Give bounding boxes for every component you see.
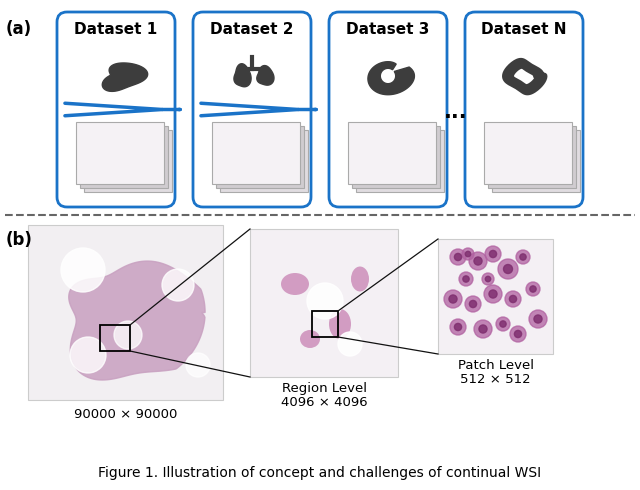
Circle shape: [474, 257, 482, 265]
Circle shape: [450, 319, 466, 335]
Text: Dataset N: Dataset N: [481, 22, 567, 37]
Bar: [212, 122, 300, 184]
Bar: [356, 130, 444, 192]
Circle shape: [465, 296, 481, 312]
Bar: [84, 130, 172, 192]
Circle shape: [520, 254, 526, 260]
Text: 90000 × 90000: 90000 × 90000: [74, 408, 177, 421]
Polygon shape: [257, 66, 274, 85]
Text: Dataset 3: Dataset 3: [346, 22, 429, 37]
Bar: [100, 325, 130, 351]
Circle shape: [61, 248, 105, 292]
Bar: [28, 225, 223, 400]
Text: Patch Level: Patch Level: [458, 359, 534, 372]
Circle shape: [474, 320, 492, 338]
Circle shape: [479, 325, 487, 333]
Circle shape: [454, 253, 461, 261]
Text: (a): (a): [6, 20, 32, 38]
FancyBboxPatch shape: [329, 12, 447, 207]
Circle shape: [534, 315, 542, 323]
Bar: [76, 122, 164, 184]
Circle shape: [307, 283, 343, 319]
Circle shape: [463, 276, 469, 282]
Bar: [348, 122, 436, 184]
Circle shape: [500, 321, 506, 327]
Circle shape: [485, 276, 491, 282]
Polygon shape: [102, 63, 148, 91]
Circle shape: [516, 250, 530, 264]
Circle shape: [450, 249, 466, 265]
Circle shape: [444, 290, 462, 308]
Circle shape: [114, 321, 142, 349]
Polygon shape: [234, 64, 251, 87]
Circle shape: [469, 300, 477, 308]
Circle shape: [186, 353, 210, 377]
Bar: [312, 311, 338, 337]
Text: ...: ...: [444, 101, 468, 122]
Text: (b): (b): [6, 231, 33, 249]
Ellipse shape: [329, 309, 351, 339]
Text: Dataset 2: Dataset 2: [211, 22, 294, 37]
Circle shape: [482, 273, 494, 285]
Circle shape: [469, 252, 487, 270]
Bar: [438, 239, 553, 354]
Circle shape: [504, 265, 513, 273]
Circle shape: [526, 282, 540, 296]
Circle shape: [496, 317, 510, 331]
Circle shape: [70, 337, 106, 373]
Circle shape: [465, 251, 470, 257]
Text: 4096 × 4096: 4096 × 4096: [281, 396, 367, 409]
FancyBboxPatch shape: [465, 12, 583, 207]
Circle shape: [510, 326, 526, 342]
Circle shape: [489, 290, 497, 298]
Circle shape: [530, 286, 536, 292]
Text: Dataset 1: Dataset 1: [74, 22, 157, 37]
Polygon shape: [68, 261, 205, 380]
Ellipse shape: [281, 273, 309, 295]
FancyBboxPatch shape: [57, 12, 175, 207]
Bar: [250, 229, 398, 377]
Circle shape: [462, 248, 474, 260]
Bar: [488, 126, 576, 188]
Circle shape: [162, 269, 194, 301]
Bar: [352, 126, 440, 188]
Ellipse shape: [300, 330, 320, 348]
Bar: [484, 122, 572, 184]
Circle shape: [505, 291, 521, 307]
Circle shape: [529, 310, 547, 328]
Circle shape: [449, 295, 457, 303]
Circle shape: [459, 272, 473, 286]
Text: Region Level: Region Level: [282, 382, 367, 395]
Circle shape: [338, 332, 362, 356]
Bar: [492, 130, 580, 192]
Circle shape: [485, 246, 501, 262]
Text: Figure 1. Illustration of concept and challenges of continual WSI: Figure 1. Illustration of concept and ch…: [99, 466, 541, 480]
Circle shape: [509, 295, 516, 303]
FancyBboxPatch shape: [193, 12, 311, 207]
Bar: [216, 126, 304, 188]
Circle shape: [484, 285, 502, 303]
Circle shape: [454, 323, 461, 331]
Bar: [80, 126, 168, 188]
Text: 512 × 512: 512 × 512: [460, 373, 531, 386]
Bar: [220, 130, 308, 192]
Circle shape: [515, 330, 522, 338]
Ellipse shape: [351, 267, 369, 292]
Circle shape: [498, 259, 518, 279]
Circle shape: [490, 250, 497, 258]
Polygon shape: [368, 62, 414, 95]
